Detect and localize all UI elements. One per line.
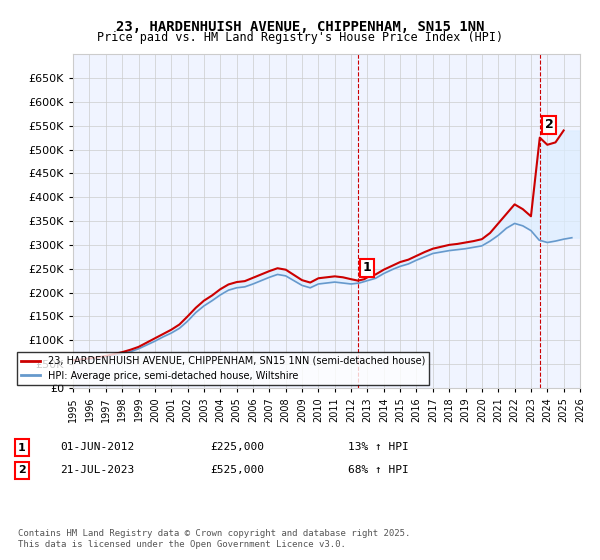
Text: £225,000: £225,000 (210, 442, 264, 452)
Text: 21-JUL-2023: 21-JUL-2023 (60, 465, 134, 475)
Text: 23, HARDENHUISH AVENUE, CHIPPENHAM, SN15 1NN: 23, HARDENHUISH AVENUE, CHIPPENHAM, SN15… (116, 20, 484, 34)
Text: 1: 1 (363, 261, 371, 274)
Text: Contains HM Land Registry data © Crown copyright and database right 2025.
This d: Contains HM Land Registry data © Crown c… (18, 529, 410, 549)
Text: 68% ↑ HPI: 68% ↑ HPI (348, 465, 409, 475)
Text: Price paid vs. HM Land Registry's House Price Index (HPI): Price paid vs. HM Land Registry's House … (97, 31, 503, 44)
Text: 2: 2 (545, 118, 553, 131)
Text: 13% ↑ HPI: 13% ↑ HPI (348, 442, 409, 452)
Text: 2: 2 (18, 465, 26, 475)
Text: £525,000: £525,000 (210, 465, 264, 475)
Legend: 23, HARDENHUISH AVENUE, CHIPPENHAM, SN15 1NN (semi-detached house), HPI: Average: 23, HARDENHUISH AVENUE, CHIPPENHAM, SN15… (17, 352, 429, 385)
Text: 01-JUN-2012: 01-JUN-2012 (60, 442, 134, 452)
Text: 1: 1 (18, 443, 26, 453)
